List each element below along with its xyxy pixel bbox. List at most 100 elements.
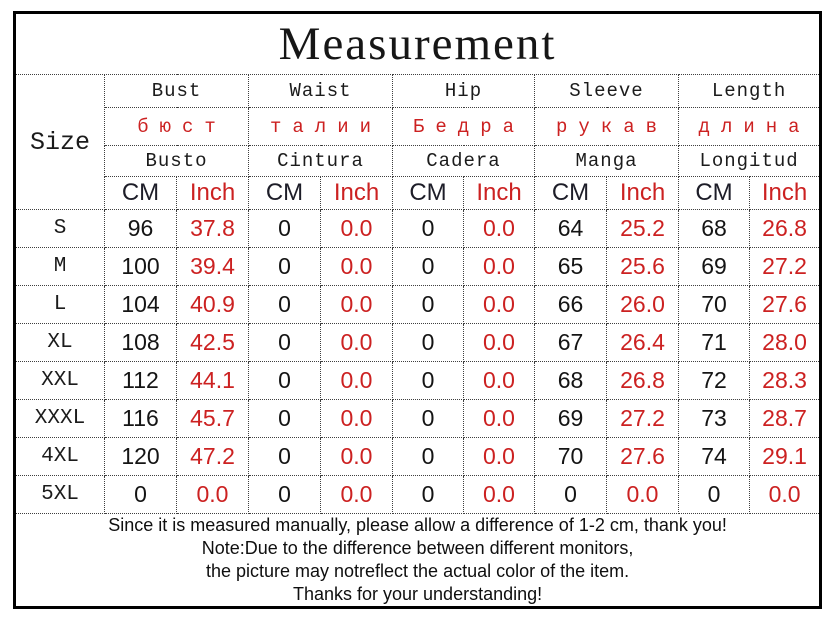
size-column-header: Size [14, 74, 105, 210]
cell-length-inch: 28.0 [748, 323, 822, 362]
col-header-waist-ru: талии [248, 107, 393, 146]
cell-sleeve-cm: 65 [534, 247, 607, 286]
cell-bust-cm: 0 [104, 475, 177, 514]
cell-length-inch: 28.7 [748, 399, 822, 438]
cell-bust-cm: 120 [104, 437, 177, 476]
cell-hip-inch: 0.0 [463, 285, 535, 324]
cell-sleeve-cm: 70 [534, 437, 607, 476]
cell-hip-inch: 0.0 [463, 475, 535, 514]
cell-hip-cm: 0 [392, 323, 464, 362]
cell-waist-inch: 0.0 [320, 209, 393, 248]
col-header-sleeve-es: Manga [534, 145, 679, 177]
cell-length-inch: 29.1 [748, 437, 822, 476]
cell-waist-cm: 0 [248, 361, 321, 400]
cell-waist-inch: 0.0 [320, 399, 393, 438]
col-header-hip-en: Hip [392, 74, 535, 108]
cell-sleeve-cm: 66 [534, 285, 607, 324]
cell-bust-cm: 116 [104, 399, 177, 438]
unit-cm-header: CM [392, 176, 464, 210]
unit-cm-header: CM [248, 176, 321, 210]
size-row-label: L [14, 285, 105, 324]
size-row-label: 5XL [14, 475, 105, 514]
unit-inch-header: Inch [748, 176, 822, 210]
cell-waist-inch: 0.0 [320, 475, 393, 514]
cell-sleeve-inch: 25.2 [606, 209, 679, 248]
col-header-bust-ru: бюст [104, 107, 249, 146]
cell-bust-cm: 108 [104, 323, 177, 362]
note-line-3: the picture may notreflect the actual co… [205, 561, 630, 581]
cell-waist-cm: 0 [248, 399, 321, 438]
cell-bust-inch: 45.7 [176, 399, 249, 438]
cell-sleeve-inch: 25.6 [606, 247, 679, 286]
cell-length-inch: 0.0 [748, 475, 822, 514]
cell-waist-inch: 0.0 [320, 247, 393, 286]
cell-waist-inch: 0.0 [320, 437, 393, 476]
unit-cm-header: CM [678, 176, 750, 210]
cell-bust-inch: 40.9 [176, 285, 249, 324]
table-row-xxl: XXL 112 44.1 0 0.0 0 0.0 68 26.8 72 28.3 [14, 361, 822, 400]
cell-waist-cm: 0 [248, 285, 321, 324]
cell-waist-cm: 0 [248, 475, 321, 514]
cell-sleeve-cm: 0 [534, 475, 607, 514]
col-header-sleeve-ru: рукав [534, 107, 679, 146]
cell-waist-cm: 0 [248, 323, 321, 362]
cell-length-cm: 69 [678, 247, 750, 286]
cell-bust-inch: 37.8 [176, 209, 249, 248]
unit-inch-header: Inch [176, 176, 249, 210]
col-header-hip-es: Cadera [392, 145, 535, 177]
measurement-table: Measurement Size Bust Waist Hip Sleeve L… [13, 11, 823, 609]
cell-hip-cm: 0 [392, 285, 464, 324]
cell-bust-cm: 96 [104, 209, 177, 248]
table-row-l: L 104 40.9 0 0.0 0 0.0 66 26.0 70 27.6 [14, 285, 822, 324]
footer-notes: Since it is measured manually, please al… [13, 513, 822, 608]
cell-hip-inch: 0.0 [463, 209, 535, 248]
unit-inch-header: Inch [320, 176, 393, 210]
cell-bust-inch: 47.2 [176, 437, 249, 476]
cell-length-inch: 27.6 [748, 285, 822, 324]
cell-bust-inch: 44.1 [176, 361, 249, 400]
note-line-1: Since it is measured manually, please al… [108, 515, 727, 535]
cell-hip-cm: 0 [392, 209, 464, 248]
cell-waist-cm: 0 [248, 209, 321, 248]
cell-hip-inch: 0.0 [463, 361, 535, 400]
col-header-length-es: Longitud [677, 145, 822, 177]
cell-length-cm: 71 [678, 323, 750, 362]
cell-sleeve-inch: 26.4 [606, 323, 679, 362]
size-row-label: M [14, 247, 105, 286]
table-row-4xl: 4XL 120 47.2 0 0.0 0 0.0 70 27.6 74 29.1 [14, 437, 822, 476]
cell-hip-cm: 0 [392, 475, 464, 514]
table-row-xxxl: XXXL 116 45.7 0 0.0 0 0.0 69 27.2 73 28.… [14, 399, 822, 438]
table-row-m: M 100 39.4 0 0.0 0 0.0 65 25.6 69 27.2 [14, 247, 822, 286]
cell-sleeve-cm: 68 [534, 361, 607, 400]
table-row-xl: XL 108 42.5 0 0.0 0 0.0 67 26.4 71 28.0 [14, 323, 822, 362]
unit-cm-header: CM [534, 176, 607, 210]
cell-waist-inch: 0.0 [320, 285, 393, 324]
cell-length-cm: 68 [678, 209, 750, 248]
cell-length-cm: 70 [678, 285, 750, 324]
cell-waist-inch: 0.0 [320, 361, 393, 400]
cell-waist-cm: 0 [248, 247, 321, 286]
cell-sleeve-cm: 64 [534, 209, 607, 248]
table-row-s: S 96 37.8 0 0.0 0 0.0 64 25.2 68 26.8 [14, 209, 822, 248]
size-row-label: XXXL [14, 399, 105, 438]
cell-hip-cm: 0 [392, 399, 464, 438]
col-header-waist-en: Waist [248, 74, 393, 108]
size-row-label: XL [14, 323, 105, 362]
size-row-label: XXL [14, 361, 105, 400]
cell-hip-inch: 0.0 [463, 399, 535, 438]
cell-waist-inch: 0.0 [320, 323, 393, 362]
cell-length-cm: 73 [678, 399, 750, 438]
col-header-bust-en: Bust [104, 74, 249, 108]
cell-sleeve-cm: 67 [534, 323, 607, 362]
cell-bust-inch: 39.4 [176, 247, 249, 286]
cell-sleeve-inch: 26.0 [606, 285, 679, 324]
size-row-label: S [14, 209, 105, 248]
cell-sleeve-inch: 27.6 [606, 437, 679, 476]
cell-waist-cm: 0 [248, 437, 321, 476]
unit-inch-header: Inch [606, 176, 679, 210]
unit-cm-header: CM [104, 176, 177, 210]
note-line-4: Thanks for your understanding! [292, 584, 543, 604]
note-line-2: Note:Due to the difference between diffe… [201, 538, 634, 558]
cell-bust-cm: 104 [104, 285, 177, 324]
